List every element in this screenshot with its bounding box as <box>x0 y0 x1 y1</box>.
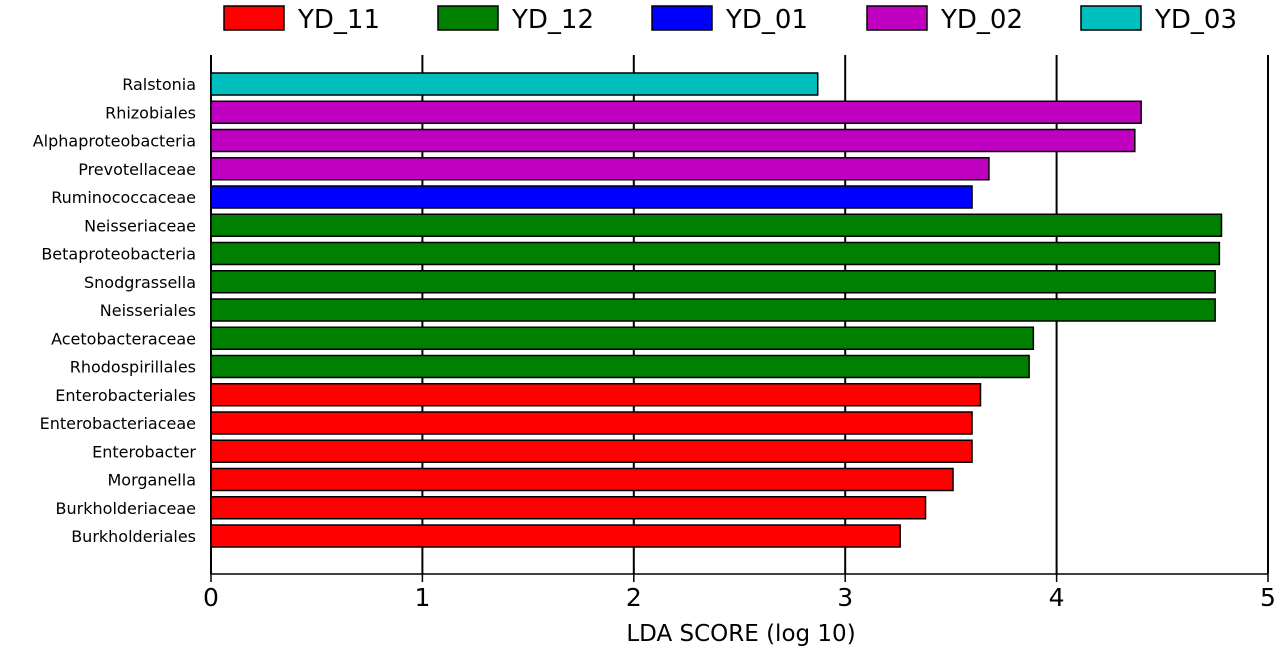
y-label: Ruminococcaceae <box>51 188 196 207</box>
y-label: Enterobacter <box>92 442 196 461</box>
y-label: Enterobacteriaceae <box>40 414 196 433</box>
bar-neisseriales <box>210 298 1216 322</box>
y-label: Morganella <box>107 471 196 490</box>
legend-swatch-yd_12 <box>437 5 499 31</box>
x-axis-ticks: 0 1 2 3 4 5 <box>203 574 1276 612</box>
legend: YD_11 YD_12 YD_01 YD_02 YD_03 <box>223 5 1237 35</box>
legend-label: YD_03 <box>1154 5 1237 35</box>
x-tick-label: 1 <box>414 583 430 612</box>
bars <box>210 72 1223 548</box>
x-tick-label: 4 <box>1049 583 1065 612</box>
legend-swatch-yd_01 <box>651 5 713 31</box>
y-label: Burkholderiaceae <box>56 499 196 518</box>
y-label: Neisseriales <box>100 301 196 320</box>
y-label: Snodgrassella <box>84 273 196 292</box>
bar-ruminococcaceae <box>210 185 973 209</box>
x-tick-label: 2 <box>626 583 642 612</box>
y-label: Betaproteobacteria <box>41 245 196 264</box>
y-label: Prevotellaceae <box>78 160 196 179</box>
x-tick-label: 0 <box>203 583 219 612</box>
bar-alphaproteobacteria <box>210 128 1136 153</box>
y-label: Rhizobiales <box>105 103 196 122</box>
legend-label: YD_11 <box>297 5 380 35</box>
x-axis-title: LDA SCORE (log 10) <box>626 621 855 647</box>
bar-snodgrassella <box>210 270 1216 294</box>
bar-enterobacteriales <box>210 383 982 407</box>
bar-prevotellaceae <box>210 157 990 181</box>
y-axis-labels: Ralstonia Rhizobiales Alphaproteobacteria P… <box>33 75 197 546</box>
bar-neisseriaceae <box>210 213 1223 237</box>
bar-rhodospirillales <box>210 354 1030 379</box>
bar-ralstonia <box>210 72 819 96</box>
x-tick-label: 3 <box>837 583 853 612</box>
bar-morganella <box>210 467 954 492</box>
y-label: Burkholderiales <box>71 527 196 546</box>
legend-label: YD_12 <box>511 5 594 35</box>
legend-label: YD_01 <box>725 5 808 35</box>
legend-swatch-yd_11 <box>223 5 285 31</box>
legend-swatch-yd_02 <box>866 5 928 31</box>
x-tick-label: 5 <box>1260 583 1276 612</box>
y-label: Alphaproteobacteria <box>33 132 196 151</box>
y-label: Neisseriaceae <box>84 216 196 235</box>
bar-burkholderiaceae <box>210 496 927 520</box>
y-label: Enterobacteriales <box>55 386 196 405</box>
bar-rhizobiales <box>210 100 1142 124</box>
bar-enterobacteriaceae <box>210 411 973 435</box>
legend-label: YD_02 <box>940 5 1023 35</box>
y-label: Ralstonia <box>122 75 196 94</box>
y-label: Acetobacteraceae <box>51 329 196 348</box>
bar-enterobacter <box>210 439 973 463</box>
bar-burkholderiales <box>210 524 901 548</box>
legend-swatch-yd_03 <box>1080 5 1142 31</box>
bar-acetobacteraceae <box>210 326 1035 350</box>
y-label: Rhodospirillales <box>70 358 196 377</box>
bar-betaproteobacteria <box>210 241 1221 266</box>
